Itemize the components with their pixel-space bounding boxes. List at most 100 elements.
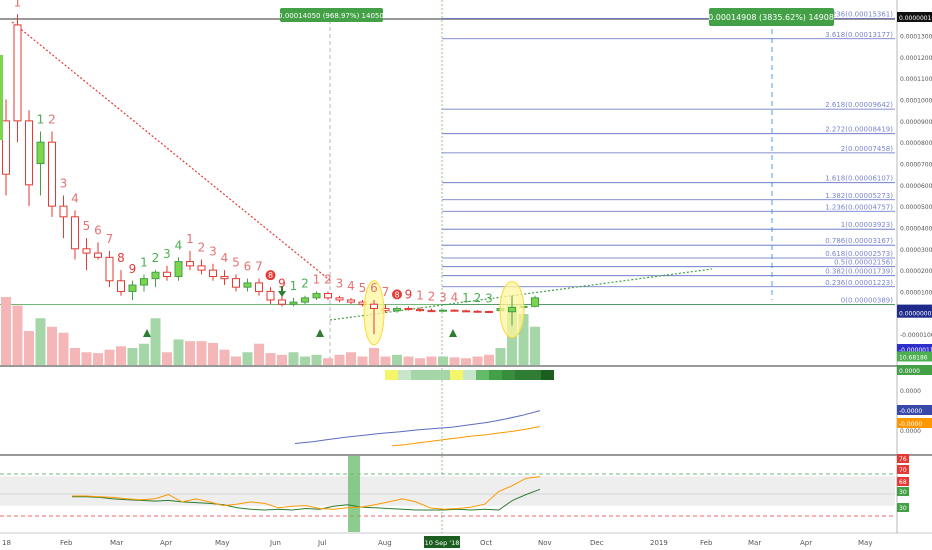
heatmap-cell [489, 370, 502, 380]
price-tick-label: 0.0001100000 [900, 76, 932, 83]
candle-body [312, 293, 321, 299]
fib-level-label: 0.786(0.00003167) [825, 237, 893, 245]
candle-body [186, 261, 194, 267]
volume-bar [277, 354, 287, 365]
candle-body [255, 282, 263, 292]
volume-bar [518, 314, 529, 365]
volume-bar [93, 353, 103, 365]
count-label: 5 [359, 281, 367, 295]
count-label: 1 [14, 0, 22, 9]
candle-body [82, 248, 91, 254]
volume-bar [311, 354, 322, 365]
indicator-tick-label: 0.0000 [900, 428, 921, 435]
fib-level-label: 0.236(0.00015361) [825, 11, 893, 19]
candle-body [13, 24, 22, 122]
volume-bar [104, 349, 115, 365]
price-tick-label: 0.0001200000 [900, 55, 932, 62]
volume-bar [472, 356, 483, 365]
heatmap-cell [398, 370, 411, 380]
heatmap-cell [437, 370, 450, 380]
count-label: 1 [462, 291, 470, 305]
candle-body [485, 310, 493, 313]
heatmap-cell [541, 370, 554, 380]
indicator-badge [897, 405, 932, 415]
time-axis-label: Mar [748, 539, 761, 547]
count-label: 4 [175, 238, 183, 252]
time-axis-label: May [858, 539, 872, 547]
rsi-green-line [72, 488, 541, 511]
candle-body [370, 303, 378, 309]
indicator-blue-line [294, 410, 541, 444]
volume-bar [300, 356, 310, 365]
indicator-orange-line [391, 426, 541, 447]
candle-body [2, 120, 10, 175]
volume-bar [116, 346, 126, 365]
indicator-badge-text: 0.0000 [899, 368, 920, 375]
candle-body [347, 299, 355, 303]
rsi-orange-line [72, 476, 541, 510]
volume-bar [403, 356, 414, 365]
candles [2, 14, 539, 335]
time-axis-label: Apr [800, 539, 812, 547]
time-axis-label: Mar [110, 539, 123, 547]
fib-level-label: 2.272(0.00008419) [825, 126, 893, 134]
candle-body [220, 276, 229, 280]
candle-body [278, 299, 286, 305]
count-label: 2 [428, 289, 436, 303]
price-tick-label: -0.0000100000 [900, 332, 932, 339]
count-label: 4 [347, 279, 355, 293]
volume-bar [392, 354, 402, 365]
volume-bar [58, 332, 69, 365]
heatmap-cell [528, 370, 541, 380]
price-badge [897, 351, 932, 362]
downtrend-line [11, 21, 333, 283]
count-label: 4 [451, 290, 459, 304]
candle-body [25, 120, 33, 186]
candle-body [174, 261, 183, 278]
candle-body [324, 293, 332, 299]
count-label: 3 [209, 245, 217, 259]
fib-level-label: 3.618(0.00013177) [825, 31, 893, 39]
count-label: 4 [221, 251, 229, 265]
count-label: 5 [232, 255, 240, 269]
volume-bar [484, 354, 494, 365]
buy-signal-icon [449, 329, 457, 337]
volume-bar [426, 356, 437, 365]
candle-body [232, 278, 240, 288]
volume-bar [438, 356, 448, 365]
candle-body [450, 309, 459, 312]
fib-level-label: 1(0.00003923) [841, 221, 893, 229]
rsi-badge [897, 503, 909, 512]
measure-tag-text: 0.00014050 (968.97%) 14050 [278, 12, 384, 20]
candle-body [163, 271, 171, 278]
candle-body [531, 297, 539, 307]
time-cursor-text: 10 Sep '18 [425, 539, 460, 547]
volume-bar [415, 358, 425, 365]
volume-bar [369, 348, 379, 365]
count-label: 2 [324, 272, 332, 286]
volume-bar [35, 318, 46, 365]
heatmap-cell [424, 370, 437, 380]
price-badge-text: 10.68186 [899, 354, 928, 361]
volume-bar [70, 348, 80, 365]
count-label: 3 [163, 247, 171, 261]
time-axis-label: Dec [590, 539, 604, 547]
buy-signal-icon [316, 329, 324, 337]
candle-body [48, 141, 56, 207]
price-badge-text: 0.0000000391 [899, 311, 932, 318]
candle-body [335, 297, 344, 301]
fib-extension: 0.236(0.00015361) 3.618(0.00013177) 2.618(… [442, 11, 895, 305]
count-label: 1 [186, 232, 194, 246]
volume-bar [334, 354, 345, 365]
count-label: 7 [255, 260, 263, 274]
heatmap-cell [515, 370, 528, 380]
rsi-badge [897, 454, 909, 463]
arrow-up-icon [278, 286, 286, 297]
volume-bar [357, 356, 368, 365]
indicator-badge-text: -0.0000 [899, 408, 922, 415]
heatmap-cell [385, 370, 398, 380]
volume-bar [196, 341, 207, 365]
measure-tag [280, 8, 383, 22]
time-axis-label: Feb [700, 539, 713, 547]
